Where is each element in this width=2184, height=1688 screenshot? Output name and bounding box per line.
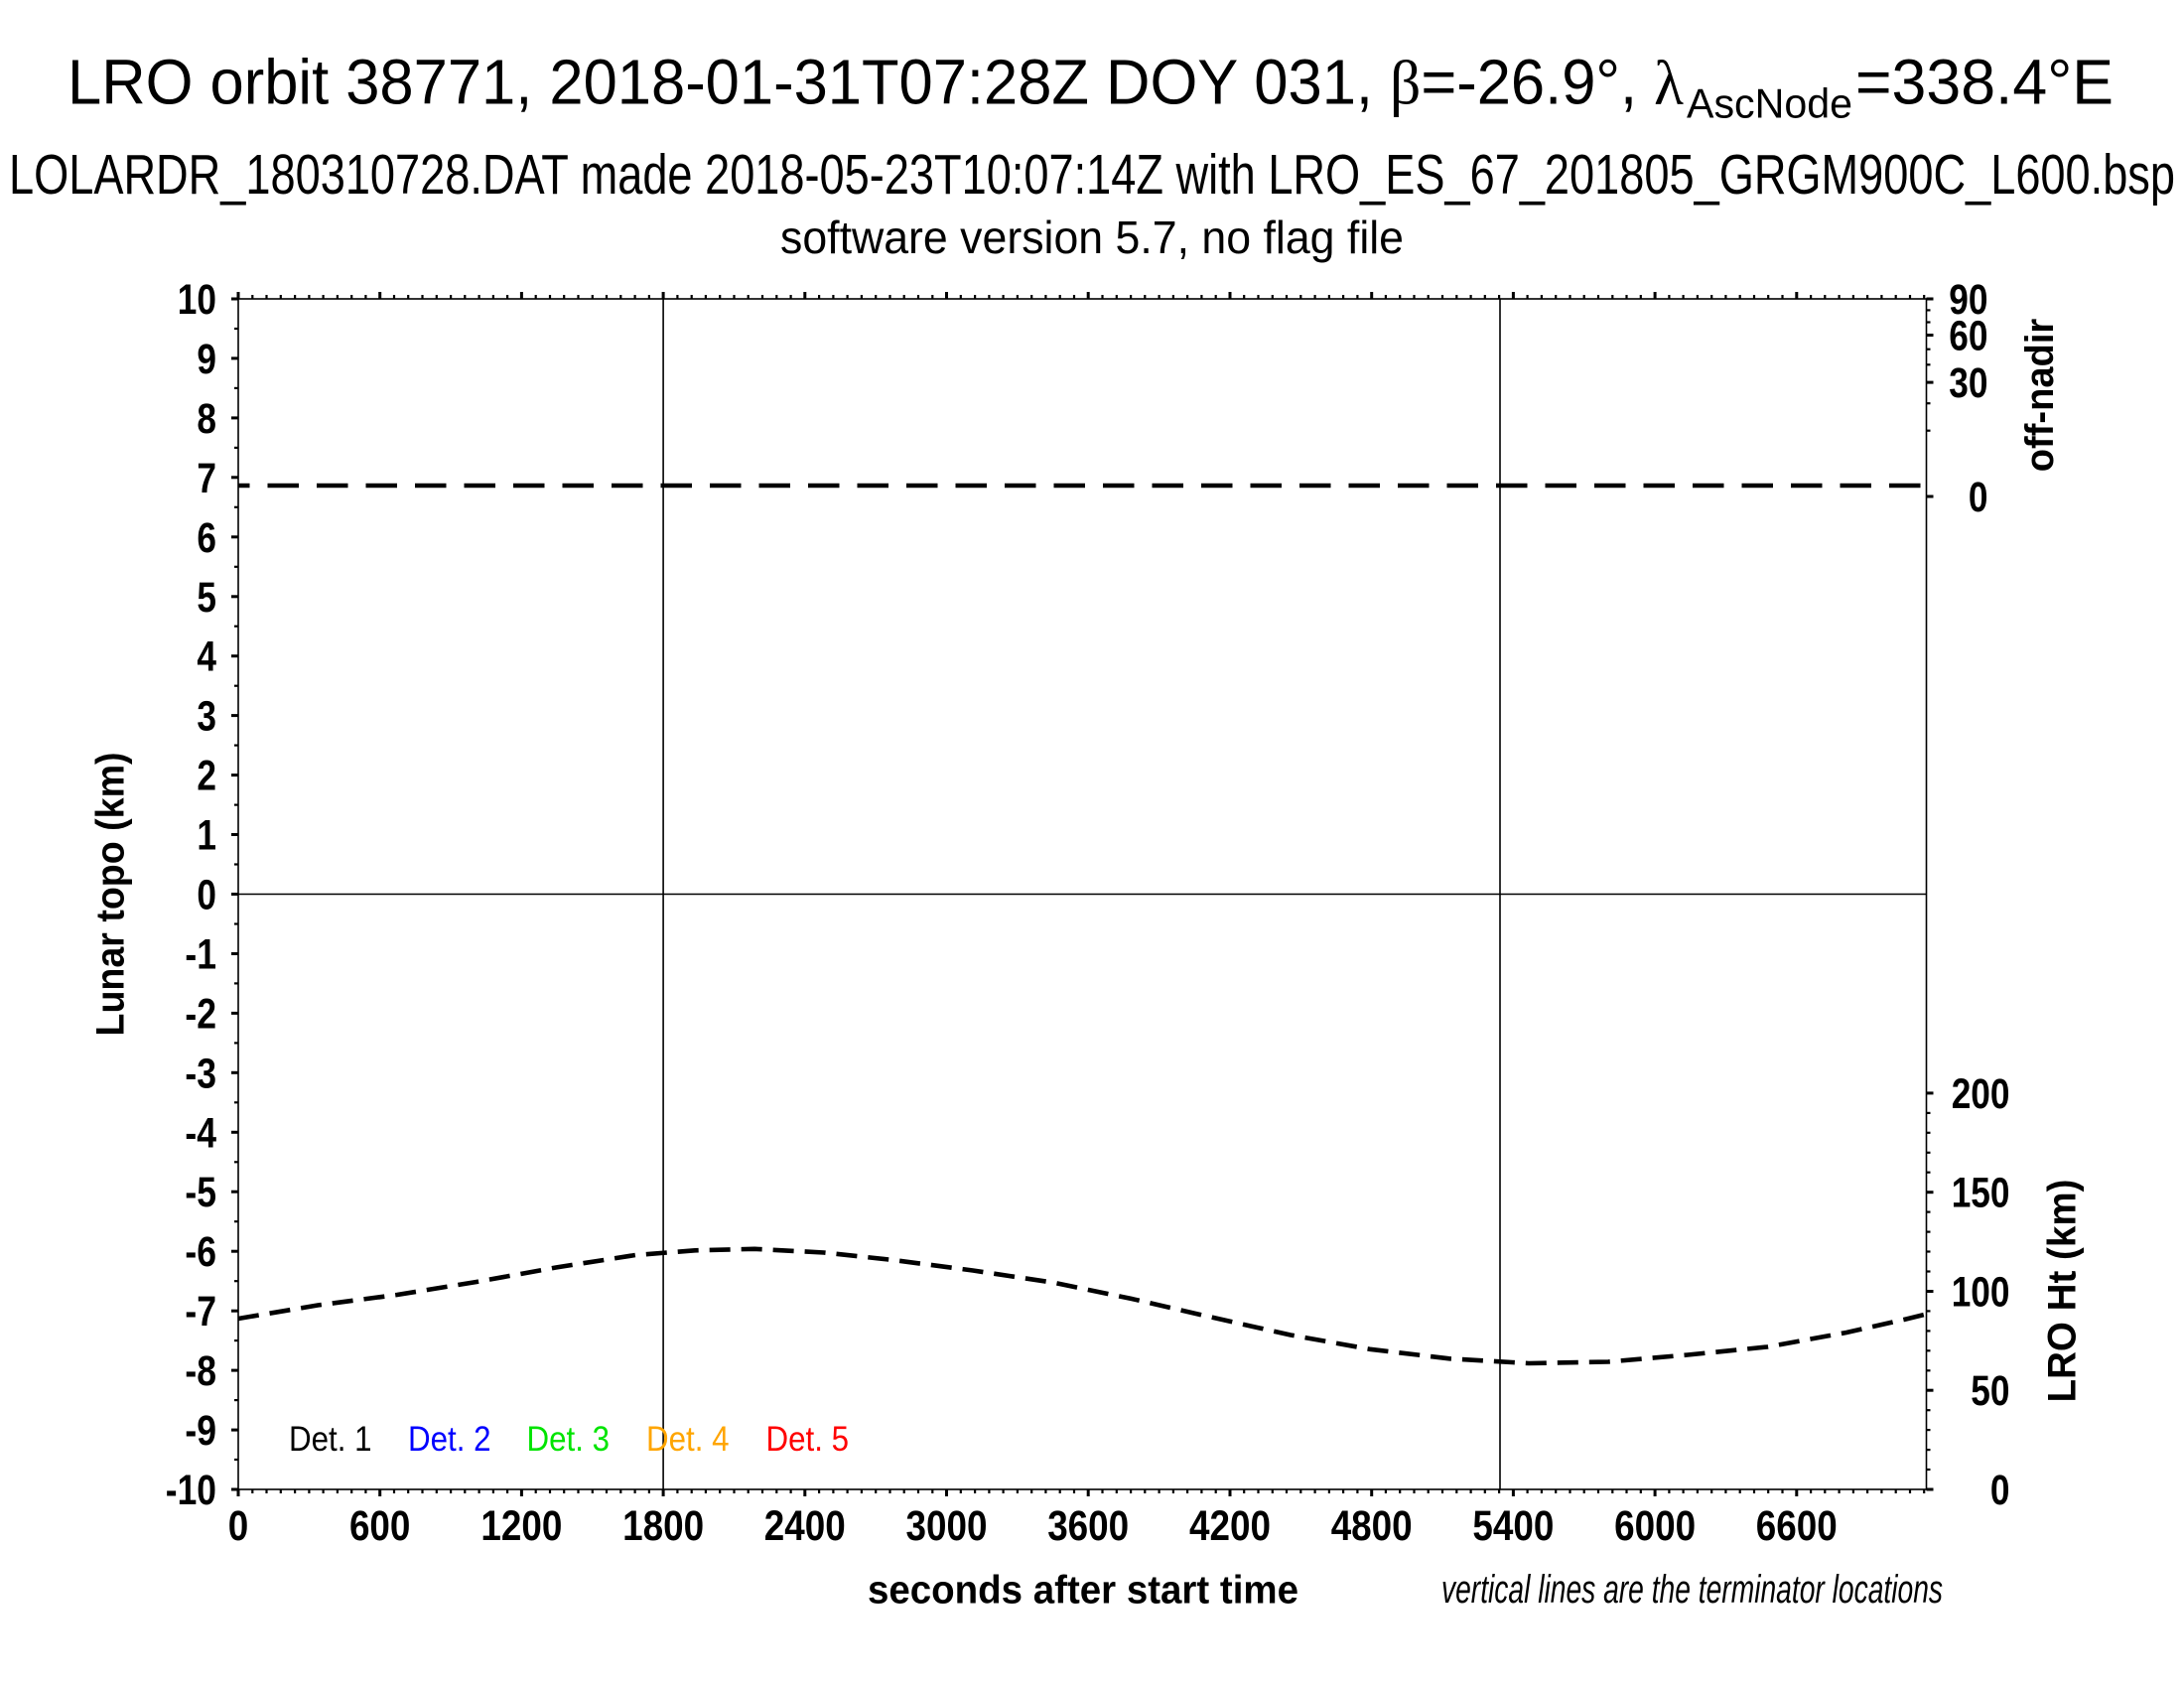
svg-text:LRO Ht (km): LRO Ht (km) [2041, 1180, 2085, 1403]
svg-text:seconds after start time: seconds after start time [868, 1569, 1298, 1613]
svg-text:Det. 3: Det. 3 [527, 1420, 611, 1459]
svg-text:1200: 1200 [480, 1502, 562, 1550]
svg-text:-4: -4 [185, 1109, 216, 1157]
svg-text:0: 0 [1969, 474, 1988, 521]
svg-text:Det. 5: Det. 5 [766, 1420, 850, 1459]
svg-text:4: 4 [197, 633, 216, 681]
svg-text:8: 8 [197, 395, 216, 443]
svg-text:vertical lines are the termina: vertical lines are the terminator locati… [1441, 1568, 1943, 1612]
svg-text:5: 5 [197, 574, 216, 622]
svg-text:0: 0 [228, 1502, 249, 1550]
svg-text:4200: 4200 [1189, 1502, 1271, 1550]
svg-text:Lunar topo (km): Lunar topo (km) [89, 753, 133, 1037]
svg-text:600: 600 [349, 1502, 411, 1550]
svg-text:-7: -7 [185, 1288, 216, 1336]
svg-text:Det. 1: Det. 1 [289, 1420, 372, 1459]
svg-text:2400: 2400 [764, 1502, 846, 1550]
svg-text:5400: 5400 [1472, 1502, 1554, 1550]
svg-text:software version 5.7, no flag: software version 5.7, no flag file [780, 211, 1404, 263]
svg-text:off-nadir: off-nadir [2018, 319, 2062, 473]
svg-text:150: 150 [1952, 1170, 2010, 1217]
svg-text:3: 3 [197, 693, 216, 741]
svg-text:30: 30 [1949, 359, 1987, 407]
svg-text:LRO orbit 38771, 2018-01-31T07: LRO orbit 38771, 2018-01-31T07:28Z DOY 0… [68, 47, 1684, 118]
svg-text:100: 100 [1952, 1269, 2010, 1317]
svg-text:0: 0 [197, 872, 216, 919]
svg-text:AscNode: AscNode [1687, 80, 1852, 127]
svg-text:9: 9 [197, 336, 216, 383]
svg-text:6600: 6600 [1756, 1502, 1838, 1550]
svg-text:10: 10 [178, 276, 216, 324]
svg-text:0: 0 [1990, 1467, 2010, 1514]
svg-text:3000: 3000 [906, 1502, 988, 1550]
svg-text:-10: -10 [166, 1467, 216, 1514]
svg-text:50: 50 [1971, 1367, 2009, 1415]
svg-text:-3: -3 [185, 1050, 216, 1097]
svg-text:Det. 2: Det. 2 [408, 1420, 491, 1459]
svg-text:-6: -6 [185, 1228, 216, 1276]
svg-text:-8: -8 [185, 1347, 216, 1395]
svg-text:=338.4°E: =338.4°E [1855, 47, 2114, 118]
svg-text:-2: -2 [185, 990, 216, 1038]
svg-text:1800: 1800 [622, 1502, 704, 1550]
svg-text:6000: 6000 [1614, 1502, 1696, 1550]
svg-text:60: 60 [1949, 313, 1987, 360]
svg-text:6: 6 [197, 514, 216, 562]
svg-text:1: 1 [197, 812, 216, 860]
svg-text:Det. 4: Det. 4 [646, 1420, 730, 1459]
svg-text:-5: -5 [185, 1169, 216, 1216]
svg-text:3600: 3600 [1047, 1502, 1129, 1550]
svg-text:-1: -1 [185, 931, 216, 979]
svg-text:90: 90 [1949, 276, 1987, 324]
svg-text:7: 7 [197, 455, 216, 502]
svg-text:4800: 4800 [1331, 1502, 1413, 1550]
svg-text:200: 200 [1952, 1070, 2010, 1118]
svg-text:2: 2 [197, 753, 216, 800]
svg-text:-9: -9 [185, 1407, 216, 1455]
svg-text:LOLARDR_180310728.DAT made 201: LOLARDR_180310728.DAT made 2018-05-23T10… [9, 143, 2175, 207]
